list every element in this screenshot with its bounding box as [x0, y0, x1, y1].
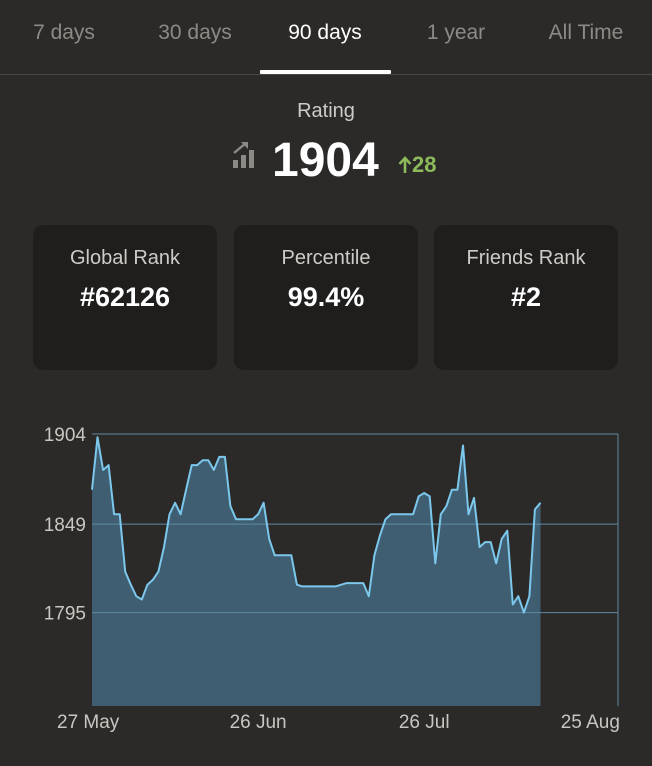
- friends-rank-card[interactable]: Friends Rank #2: [434, 225, 618, 370]
- x-tick-label: 26 Jun: [230, 712, 287, 733]
- friends-rank-label: Friends Rank: [466, 247, 586, 269]
- rating-value: 1904: [272, 134, 379, 187]
- percentile-value: 99.4%: [287, 282, 365, 312]
- x-tick-label: 25 Aug: [561, 712, 620, 733]
- rating-label: Rating: [297, 100, 355, 122]
- y-tick-label: 1795: [44, 604, 86, 625]
- global-rank-value: #62126: [79, 282, 171, 312]
- y-tick-label: 1849: [44, 515, 86, 536]
- y-tick-label: 1904: [44, 425, 87, 446]
- rating-delta: 28: [398, 150, 436, 180]
- time-range-tabs: 7 days 30 days 90 days 1 year All Time: [0, 0, 652, 75]
- global-rank-label: Global Rank: [69, 247, 181, 269]
- tab-all-time[interactable]: All Time: [548, 21, 624, 44]
- global-rank-card[interactable]: Global Rank #62126: [33, 225, 217, 370]
- friends-rank-value: #2: [510, 282, 542, 312]
- rating-history-chart[interactable]: 1904 1849 1795 27 May 26 Jun 26 Jul 25 Aug: [0, 400, 652, 766]
- rating-delta-value: 28: [412, 152, 437, 177]
- active-tab-indicator: [260, 70, 391, 74]
- rating-row: 1904 28: [0, 132, 652, 192]
- rating-trend-icon: [233, 142, 254, 168]
- x-tick-label: 27 May: [57, 712, 120, 733]
- tab-90-days[interactable]: 90 days: [288, 21, 362, 44]
- rating-area: [92, 437, 541, 706]
- tab-1-year[interactable]: 1 year: [426, 21, 486, 44]
- percentile-label: Percentile: [281, 247, 371, 269]
- rating-line: [91, 436, 542, 614]
- arrow-up-icon: [398, 156, 412, 173]
- x-tick-label: 26 Jul: [399, 712, 450, 733]
- tab-7-days[interactable]: 7 days: [33, 21, 95, 44]
- percentile-card[interactable]: Percentile 99.4%: [234, 225, 418, 370]
- tab-30-days[interactable]: 30 days: [158, 21, 232, 44]
